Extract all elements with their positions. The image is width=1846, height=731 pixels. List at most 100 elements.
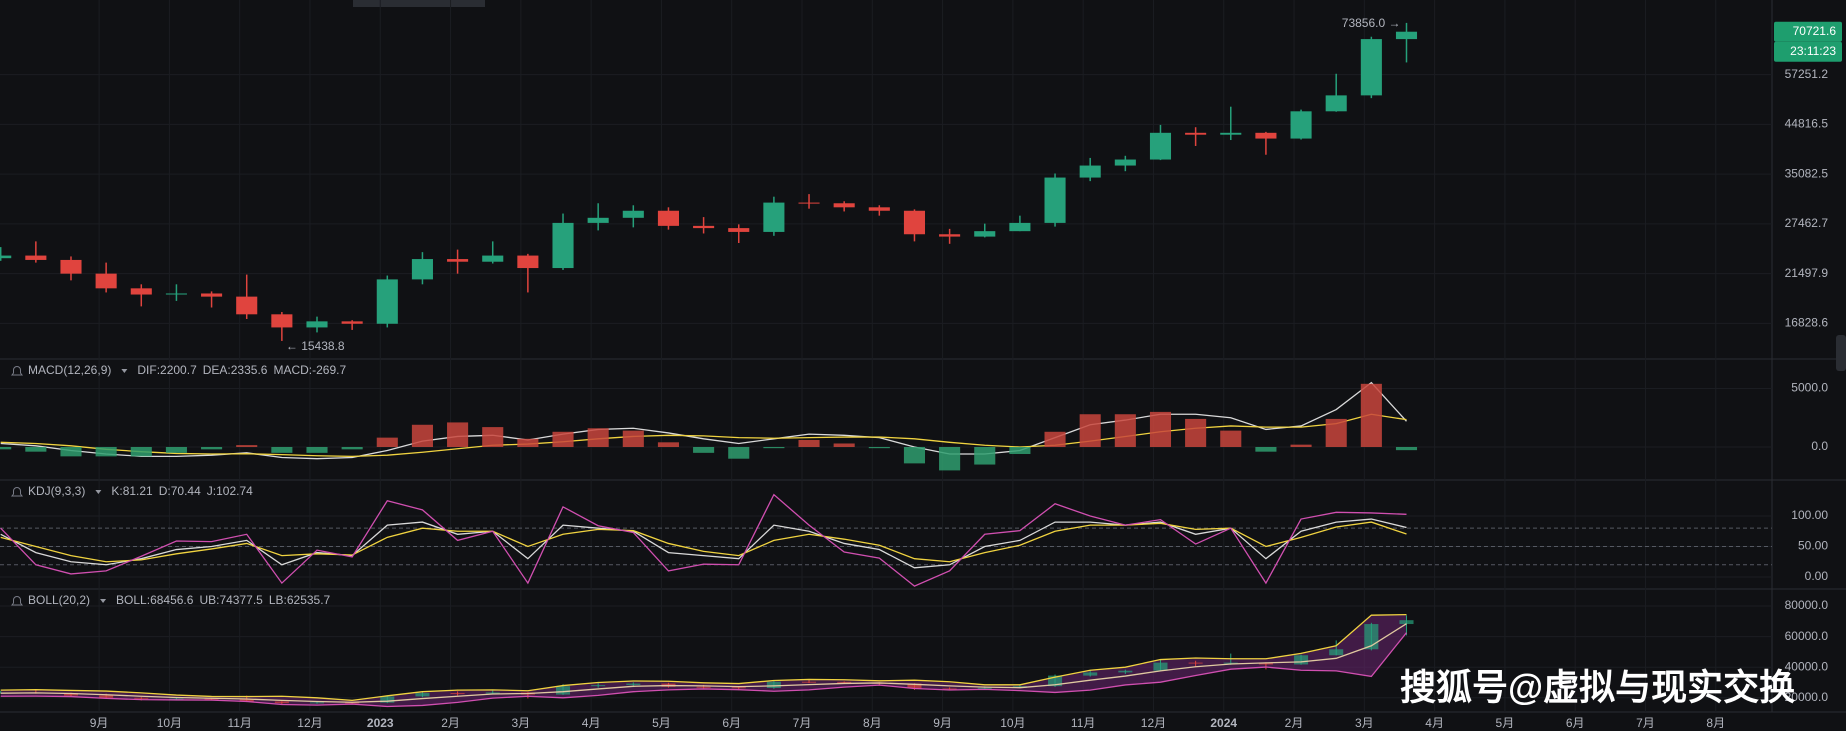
indicator-menu[interactable] bbox=[121, 369, 128, 373]
indicator-line bbox=[0, 493, 1407, 587]
histogram-bar bbox=[236, 445, 258, 447]
candle-body bbox=[942, 688, 957, 690]
histogram-bar bbox=[376, 437, 398, 447]
candle-body bbox=[1114, 159, 1136, 166]
x-tick-label: 5月 bbox=[652, 716, 671, 730]
x-tick-label: 10月 bbox=[157, 716, 182, 730]
indicator-readout: DIF:2200.7 bbox=[137, 363, 197, 377]
labels-layer: 9月 10月 11月 12月 2023 2月 3月 4月 5月 6月 7月 8月 9月 10月 11月 12月… bbox=[11, 16, 1842, 730]
histogram-bar bbox=[798, 439, 820, 447]
candle-body bbox=[1399, 620, 1414, 625]
histogram-bar bbox=[482, 427, 504, 447]
candle-body bbox=[1048, 675, 1063, 687]
indicator-menu[interactable] bbox=[100, 599, 107, 603]
histogram-bar bbox=[130, 446, 152, 457]
candle-body bbox=[95, 273, 117, 289]
histogram-bar bbox=[1360, 383, 1382, 447]
x-tick-label: 3月 bbox=[1355, 716, 1374, 730]
candle-body bbox=[165, 293, 187, 295]
x-tick-label: 2月 bbox=[1285, 716, 1304, 730]
indicator-readout: MACD:-269.7 bbox=[273, 363, 346, 377]
x-tick-label: 8月 bbox=[1706, 716, 1725, 730]
candle-body bbox=[798, 202, 820, 204]
x-tick-label: 7月 bbox=[1636, 716, 1655, 730]
histogram-bar bbox=[833, 443, 855, 447]
candle-body bbox=[1220, 132, 1242, 135]
indicator-title: KDJ(9,3,3) bbox=[28, 484, 85, 498]
histogram-bar bbox=[1325, 418, 1347, 447]
candle-body bbox=[169, 698, 184, 700]
alert-icon bbox=[11, 487, 23, 497]
y-tick-label: 0.00 bbox=[1805, 569, 1829, 583]
indicator-line bbox=[0, 623, 1407, 703]
candle-body bbox=[552, 222, 574, 269]
candle-body bbox=[134, 697, 149, 699]
watermark: 搜狐号@虚拟与现实交换 bbox=[1400, 667, 1795, 708]
histogram-bar bbox=[411, 424, 433, 447]
candle-body bbox=[977, 687, 992, 689]
x-tick-label: 9月 bbox=[933, 716, 952, 730]
y-tick-label: 60000.0 bbox=[1785, 629, 1829, 643]
candle-body bbox=[1185, 132, 1207, 135]
x-tick-label: 5月 bbox=[1496, 716, 1515, 730]
candle-body bbox=[903, 210, 926, 235]
candle-body bbox=[1395, 31, 1418, 40]
alert-icon bbox=[11, 366, 23, 376]
y-tick-label: 40000.0 bbox=[1785, 659, 1829, 673]
toolbar-tab bbox=[353, 0, 485, 7]
candle-body bbox=[309, 702, 325, 704]
candle-body bbox=[415, 693, 430, 697]
last-price-label: 70721.6 bbox=[1793, 24, 1837, 38]
y-tick-label: 0.0 bbox=[1811, 439, 1828, 453]
indicator-readout: D:70.44 bbox=[159, 484, 201, 498]
side-handle[interactable] bbox=[1836, 335, 1846, 371]
x-tick-label: 2023 bbox=[367, 716, 394, 730]
candle-body bbox=[622, 210, 644, 218]
candle-body bbox=[63, 693, 79, 696]
x-tick-label: 7月 bbox=[793, 716, 812, 730]
histogram-bar bbox=[552, 431, 574, 447]
indicator-menu[interactable] bbox=[95, 490, 102, 494]
histogram-bar bbox=[1255, 446, 1277, 452]
candle-body bbox=[1009, 222, 1031, 232]
histogram-bar bbox=[306, 446, 328, 453]
candle-body bbox=[201, 293, 223, 297]
price-annotation: ← 15438.8 bbox=[286, 339, 345, 353]
histogram-bar bbox=[1395, 446, 1418, 451]
candle-body bbox=[485, 692, 500, 694]
candle-body bbox=[763, 202, 785, 232]
candle-body bbox=[447, 259, 469, 262]
candle-body bbox=[802, 681, 817, 683]
histogram-bar bbox=[622, 430, 644, 447]
candle-body bbox=[939, 234, 961, 237]
candle-body bbox=[1325, 95, 1347, 112]
candle-body bbox=[1083, 672, 1098, 676]
histogram-bar bbox=[587, 428, 609, 447]
histogram-bar bbox=[728, 446, 750, 459]
candle-body bbox=[591, 685, 606, 687]
y-tick-label: 100.00 bbox=[1791, 508, 1828, 522]
candle-body bbox=[974, 231, 996, 237]
histogram-bar bbox=[1149, 411, 1172, 447]
histogram-bar bbox=[0, 446, 12, 450]
candle-body bbox=[1188, 662, 1203, 664]
indicator-readout: DEA:2335.6 bbox=[203, 363, 268, 377]
y-tick-label: 20000.0 bbox=[1785, 690, 1829, 704]
candle-body bbox=[271, 314, 293, 328]
x-tick-label: 6月 bbox=[722, 716, 741, 730]
y-tick-label: 5000.0 bbox=[1791, 381, 1828, 395]
candle-body bbox=[833, 203, 855, 208]
grid-layer bbox=[0, 0, 1846, 713]
candle-body bbox=[626, 683, 641, 686]
candle-body bbox=[341, 321, 363, 324]
candle-body bbox=[657, 210, 679, 226]
y-tick-label: 44816.5 bbox=[1785, 117, 1829, 131]
candle-body bbox=[693, 225, 715, 229]
x-tick-label: 4月 bbox=[582, 716, 601, 730]
indicator-title: MACD(12,26,9) bbox=[28, 363, 111, 377]
x-tick-label: 2024 bbox=[1210, 716, 1237, 730]
indicator-title: BOLL(20,2) bbox=[28, 593, 90, 607]
candle-body bbox=[766, 681, 781, 689]
indicator-line bbox=[0, 613, 1407, 702]
